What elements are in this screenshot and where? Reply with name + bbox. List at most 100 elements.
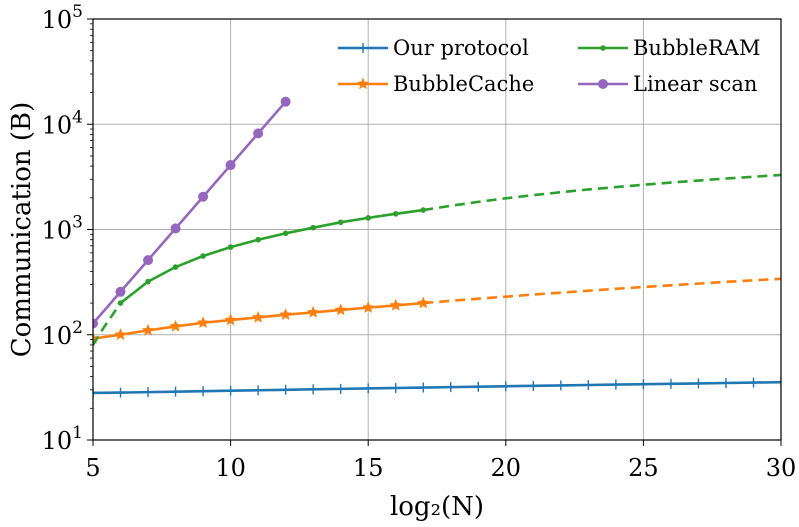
y-axis-label: Communication (B) xyxy=(7,102,37,358)
data-point xyxy=(282,230,289,237)
data-point xyxy=(198,191,209,202)
data-point xyxy=(500,381,511,392)
data-point xyxy=(665,378,676,389)
data-point xyxy=(145,278,151,285)
data-point xyxy=(416,296,430,309)
legend-item-bubbleram: BubbleRAM xyxy=(578,36,760,60)
data-point xyxy=(363,383,374,394)
series-linear-scan xyxy=(93,96,291,329)
y-tick-exponent: 1 xyxy=(72,423,83,443)
data-point xyxy=(610,379,621,390)
data-point xyxy=(693,378,704,389)
data-point xyxy=(555,380,566,391)
legend-marker xyxy=(600,45,606,51)
legend-item-our-protocol: Our protocol xyxy=(338,36,529,60)
data-point xyxy=(170,386,181,397)
series-line xyxy=(93,100,287,325)
legend: Our protocol BubbleRAM BubbleCache Linear s… xyxy=(338,36,760,96)
data-point xyxy=(225,160,236,171)
series-line xyxy=(93,380,781,395)
data-point xyxy=(308,384,319,395)
data-point xyxy=(170,223,181,234)
y-tick-exponent: 3 xyxy=(72,213,83,233)
y-tick-label: 101 xyxy=(42,423,83,455)
y-tick-label: 103 xyxy=(42,213,83,245)
data-point xyxy=(143,387,154,398)
data-point xyxy=(445,382,456,393)
data-point xyxy=(200,253,206,259)
data-point xyxy=(337,219,344,226)
data-point xyxy=(720,377,731,388)
data-point xyxy=(280,384,291,395)
data-point xyxy=(528,380,539,391)
series-dashed-line xyxy=(93,302,122,346)
x-tick-label: 15 xyxy=(353,454,384,482)
data-point xyxy=(748,377,759,388)
data-point xyxy=(776,377,781,388)
y-tick-base: 10 xyxy=(42,6,73,34)
x-tick-label: 30 xyxy=(766,454,797,482)
data-point xyxy=(418,382,429,393)
data-point xyxy=(224,313,237,326)
data-point xyxy=(310,224,316,231)
data-point xyxy=(225,385,236,396)
y-tick-base: 10 xyxy=(42,427,73,455)
data-point xyxy=(114,328,127,341)
x-tick-label: 10 xyxy=(215,454,246,482)
data-point xyxy=(306,305,320,318)
data-point xyxy=(390,382,401,393)
x-tick-label: 25 xyxy=(628,454,659,482)
data-point xyxy=(143,255,154,266)
y-tick-base: 10 xyxy=(42,217,73,245)
legend-label: BubbleRAM xyxy=(633,36,760,60)
y-tick-exponent: 4 xyxy=(72,107,83,127)
y-tick-label: 102 xyxy=(42,318,83,350)
legend-marker xyxy=(598,79,608,89)
data-point xyxy=(638,379,649,390)
legend-marker xyxy=(356,77,370,90)
data-point xyxy=(198,386,209,397)
series-line xyxy=(119,208,424,305)
data-point xyxy=(392,210,399,217)
data-point xyxy=(115,286,126,297)
y-tick-exponent: 2 xyxy=(72,318,83,338)
legend-label: BubbleCache xyxy=(393,72,534,96)
series-line xyxy=(93,301,424,340)
data-point xyxy=(227,244,234,250)
data-point xyxy=(93,318,98,329)
data-point xyxy=(335,383,346,394)
data-point xyxy=(141,323,155,336)
data-point xyxy=(361,300,375,314)
data-point xyxy=(389,298,403,311)
data-point xyxy=(334,303,348,316)
y-tick-label: 105 xyxy=(42,2,83,34)
legend-marker xyxy=(358,43,368,53)
data-point xyxy=(583,380,594,391)
data-point xyxy=(473,381,484,392)
data-point xyxy=(253,128,264,139)
data-point xyxy=(251,310,265,323)
series-bubbleram xyxy=(93,173,781,346)
legend-label: Linear scan xyxy=(633,72,757,96)
legend-item-bubblecache: BubbleCache xyxy=(338,72,534,96)
data-point xyxy=(117,300,124,306)
y-tick-base: 10 xyxy=(42,322,73,350)
x-tick-label: 5 xyxy=(85,454,100,482)
data-point xyxy=(420,207,427,213)
data-point xyxy=(93,387,98,398)
data-point xyxy=(172,264,179,270)
data-point xyxy=(196,316,210,329)
x-tick-label: 20 xyxy=(491,454,522,482)
data-point xyxy=(280,96,291,107)
y-tick-label: 104 xyxy=(42,107,83,139)
data-point xyxy=(169,319,182,332)
series-layer xyxy=(93,96,781,398)
series-dashed-line xyxy=(423,173,781,212)
y-tick-exponent: 5 xyxy=(72,2,83,22)
y-tick-base: 10 xyxy=(42,111,73,139)
data-point xyxy=(115,387,126,398)
legend-label: Our protocol xyxy=(393,36,529,60)
x-axis-label: log₂(N) xyxy=(390,492,484,522)
